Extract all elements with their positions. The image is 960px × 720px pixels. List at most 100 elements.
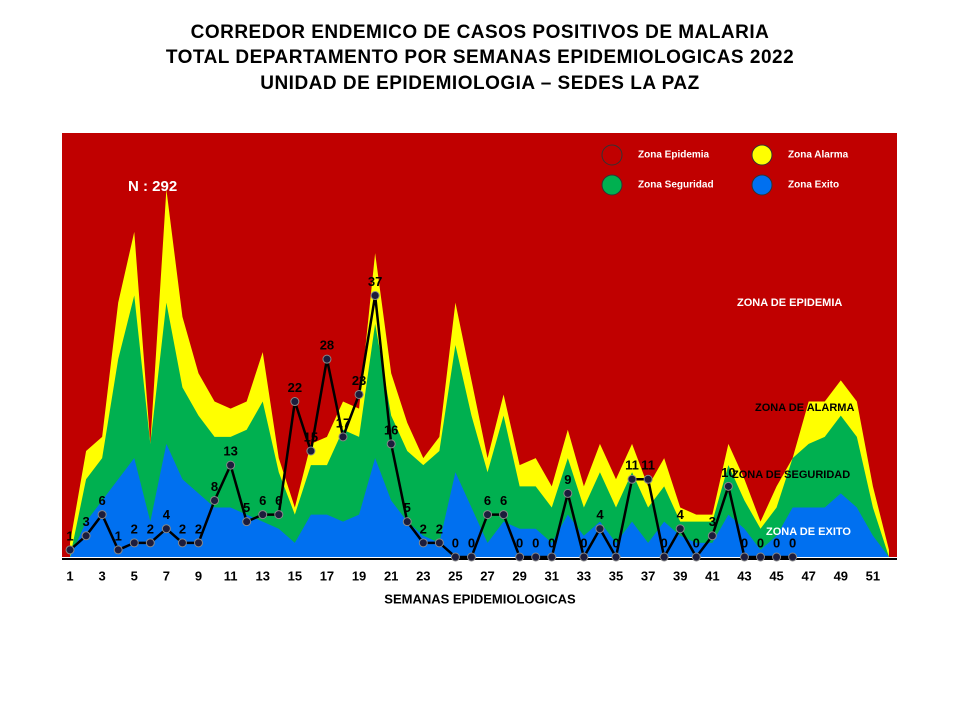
annotation: ZONA DE EXITO bbox=[766, 526, 851, 538]
data-label: 6 bbox=[275, 493, 282, 508]
x-tick-label: 11 bbox=[224, 568, 238, 583]
legend-swatch bbox=[601, 144, 623, 166]
case-marker bbox=[226, 460, 236, 470]
case-marker bbox=[354, 389, 364, 399]
case-marker bbox=[595, 524, 605, 534]
data-label: 9 bbox=[564, 472, 571, 487]
case-marker bbox=[499, 510, 509, 520]
case-marker bbox=[563, 488, 573, 498]
case-marker bbox=[113, 545, 123, 555]
case-marker bbox=[193, 538, 203, 548]
data-label: 0 bbox=[516, 535, 523, 550]
x-tick-label: 21 bbox=[384, 568, 398, 583]
zone-area bbox=[70, 295, 889, 557]
x-tick-label: 23 bbox=[416, 568, 430, 583]
case-marker bbox=[756, 552, 766, 562]
data-label: 16 bbox=[384, 422, 398, 437]
x-tick-label: 45 bbox=[769, 568, 783, 583]
data-label: 2 bbox=[420, 521, 427, 536]
data-label: 3 bbox=[709, 514, 716, 529]
x-tick-label: 9 bbox=[195, 568, 202, 583]
data-label: 0 bbox=[661, 535, 668, 550]
data-label: 0 bbox=[532, 535, 539, 550]
data-label: 0 bbox=[452, 535, 459, 550]
data-label: 0 bbox=[548, 535, 555, 550]
data-label: 1 bbox=[115, 528, 122, 543]
annotation: ZONA DE ALARMA bbox=[755, 402, 854, 414]
x-tick-label: 37 bbox=[641, 568, 655, 583]
case-marker bbox=[177, 538, 187, 548]
x-tick-label: 39 bbox=[673, 568, 687, 583]
case-marker bbox=[579, 552, 589, 562]
zone-area bbox=[70, 443, 889, 557]
x-tick-label: 15 bbox=[288, 568, 302, 583]
case-marker bbox=[515, 552, 525, 562]
data-label: 11 bbox=[641, 458, 655, 473]
case-marker bbox=[274, 510, 284, 520]
x-tick-label: 41 bbox=[705, 568, 719, 583]
case-marker bbox=[210, 495, 220, 505]
case-marker bbox=[338, 432, 348, 442]
x-tick-label: 43 bbox=[737, 568, 751, 583]
data-label: 8 bbox=[211, 479, 218, 494]
x-tick-label: 1 bbox=[66, 568, 73, 583]
legend-label: Zona Alarma bbox=[788, 150, 849, 161]
annotation: N : 292 bbox=[128, 178, 177, 195]
chart-title: TOTAL DEPARTAMENTO POR SEMANAS EPIDEMIOL… bbox=[166, 47, 794, 68]
cases-line bbox=[69, 295, 793, 561]
data-label: 10 bbox=[721, 465, 735, 480]
case-marker bbox=[723, 481, 733, 491]
case-marker bbox=[81, 531, 91, 541]
data-label: 22 bbox=[288, 380, 302, 395]
case-marker bbox=[675, 524, 685, 534]
data-label: 2 bbox=[179, 521, 186, 536]
case-marker bbox=[97, 510, 107, 520]
case-marker bbox=[402, 517, 412, 527]
case-marker bbox=[129, 538, 139, 548]
chart-title: CORREDOR ENDEMICO DE CASOS POSITIVOS DE … bbox=[191, 22, 770, 43]
legend-label: Zona Exito bbox=[788, 180, 839, 191]
case-marker bbox=[611, 552, 621, 562]
data-label: 1 bbox=[66, 528, 73, 543]
data-label: 0 bbox=[693, 535, 700, 550]
data-label: 2 bbox=[147, 521, 154, 536]
case-marker bbox=[531, 552, 541, 562]
data-label: 0 bbox=[741, 535, 748, 550]
legend-label: Zona Seguridad bbox=[638, 180, 714, 191]
case-marker bbox=[370, 291, 380, 301]
case-marker bbox=[483, 510, 493, 520]
case-marker bbox=[627, 474, 637, 484]
case-marker bbox=[788, 552, 798, 562]
case-marker bbox=[322, 354, 332, 364]
data-label: 2 bbox=[436, 521, 443, 536]
legend-swatch bbox=[601, 174, 623, 196]
data-label: 6 bbox=[259, 493, 266, 508]
case-marker bbox=[145, 538, 155, 548]
data-label: 0 bbox=[757, 535, 764, 550]
case-marker bbox=[258, 510, 268, 520]
data-label: 11 bbox=[625, 458, 639, 473]
x-tick-label: 13 bbox=[255, 568, 269, 583]
case-marker bbox=[242, 517, 252, 527]
data-label: 0 bbox=[580, 535, 587, 550]
x-tick-label: 35 bbox=[609, 568, 623, 583]
data-label: 17 bbox=[336, 415, 350, 430]
data-label: 13 bbox=[223, 444, 237, 459]
data-label: 23 bbox=[352, 373, 366, 388]
data-label: 37 bbox=[368, 274, 382, 289]
x-tick-label: 3 bbox=[99, 568, 106, 583]
x-tick-label: 25 bbox=[448, 568, 462, 583]
data-label: 4 bbox=[677, 507, 685, 522]
case-marker bbox=[547, 552, 557, 562]
data-label: 5 bbox=[243, 500, 250, 515]
x-tick-label: 7 bbox=[163, 568, 170, 583]
legend-swatch bbox=[751, 174, 773, 196]
data-label: 3 bbox=[82, 514, 89, 529]
data-label: 4 bbox=[163, 507, 171, 522]
legend-label: Zona Epidemia bbox=[638, 150, 710, 161]
case-marker bbox=[643, 474, 653, 484]
legend-swatch bbox=[751, 144, 773, 166]
data-label: 6 bbox=[500, 493, 507, 508]
data-label: 28 bbox=[320, 338, 334, 353]
